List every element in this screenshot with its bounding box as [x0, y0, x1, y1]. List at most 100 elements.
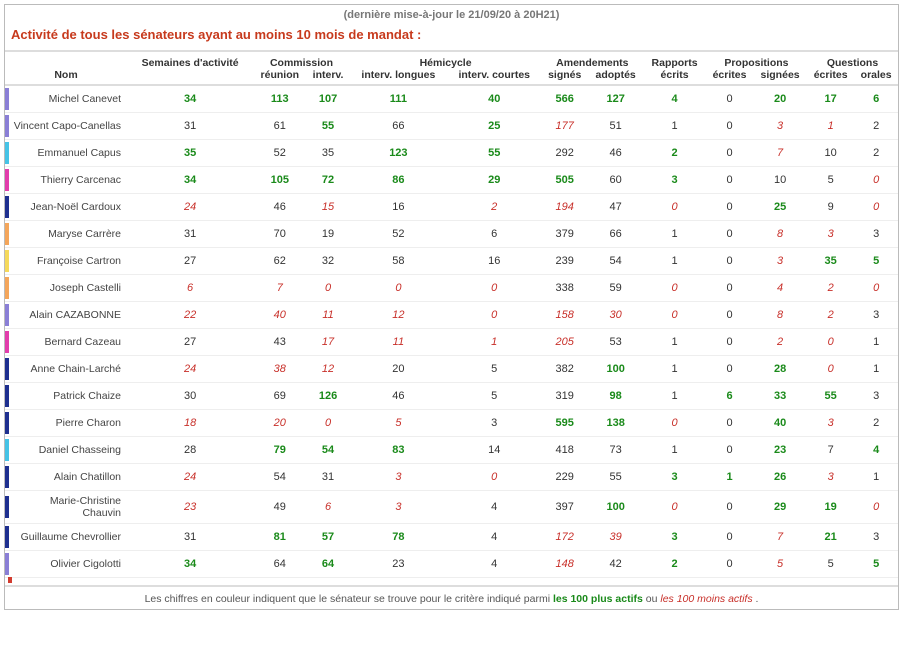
data-cell: 19	[306, 221, 349, 248]
data-cell: 1	[706, 464, 753, 491]
data-cell: 43	[253, 329, 306, 356]
data-cell: 20	[253, 410, 306, 437]
table-row: Bernard Cazeau2743171112055310201	[5, 329, 898, 356]
data-cell: 113	[253, 85, 306, 113]
data-cell: 6	[706, 383, 753, 410]
data-cell: 10	[753, 167, 807, 194]
senator-name: Pierre Charon	[9, 410, 127, 437]
col-semaines: Semaines d'activité	[127, 54, 253, 69]
data-cell: 35	[306, 140, 349, 167]
data-cell: 27	[127, 329, 253, 356]
data-cell: 1	[643, 113, 706, 140]
data-cell: 55	[588, 464, 643, 491]
data-cell: 39	[588, 524, 643, 551]
table-row: Anne Chain-Larché243812205382100102801	[5, 356, 898, 383]
data-cell: 29	[447, 167, 541, 194]
col-q-orales: orales	[854, 69, 898, 85]
data-cell: 0	[706, 437, 753, 464]
data-cell: 3	[447, 410, 541, 437]
senator-name: Michel Canevet	[9, 85, 127, 113]
table-body: Michel Canevet34113107111405661274020176…	[5, 85, 898, 578]
senator-name: Marie-Christine Chauvin	[9, 491, 127, 524]
data-cell: 57	[306, 524, 349, 551]
senator-name: Guillaume Chevrollier	[9, 524, 127, 551]
data-cell: 2	[807, 275, 854, 302]
data-cell: 338	[541, 275, 588, 302]
data-cell: 28	[753, 356, 807, 383]
data-cell: 54	[306, 437, 349, 464]
table-container: Nom Semaines d'activité Commission Hémic…	[5, 50, 898, 587]
data-cell: 3	[350, 464, 447, 491]
senator-name: Alain CAZABONNE	[9, 302, 127, 329]
data-cell: 61	[253, 113, 306, 140]
data-cell: 86	[350, 167, 447, 194]
data-cell: 35	[127, 140, 253, 167]
data-cell: 3	[753, 113, 807, 140]
data-cell: 14	[447, 437, 541, 464]
data-cell: 100	[588, 491, 643, 524]
data-cell: 379	[541, 221, 588, 248]
data-cell: 126	[306, 383, 349, 410]
data-cell: 34	[127, 167, 253, 194]
data-cell: 0	[706, 248, 753, 275]
col-hemicycle: Hémicycle	[350, 54, 542, 69]
col-propositions: Propositions	[706, 54, 807, 69]
data-cell: 111	[350, 85, 447, 113]
senator-name: Bernard Cazeau	[9, 329, 127, 356]
data-cell: 2	[854, 113, 898, 140]
data-cell: 62	[253, 248, 306, 275]
data-cell: 52	[350, 221, 447, 248]
data-cell: 34	[127, 551, 253, 578]
data-cell: 4	[643, 85, 706, 113]
table-row: Michel Canevet34113107111405661274020176	[5, 85, 898, 113]
table-row: Marie-Christine Chauvin23496343971000029…	[5, 491, 898, 524]
data-cell: 31	[127, 524, 253, 551]
data-cell: 0	[706, 302, 753, 329]
data-cell: 31	[127, 221, 253, 248]
data-cell: 0	[807, 329, 854, 356]
last-update: (dernière mise-à-jour le 21/09/20 à 20H2…	[5, 5, 898, 27]
data-cell: 3	[854, 524, 898, 551]
senator-name: Joseph Castelli	[9, 275, 127, 302]
senator-name: Françoise Cartron	[9, 248, 127, 275]
data-cell: 60	[588, 167, 643, 194]
data-cell: 23	[350, 551, 447, 578]
data-cell: 46	[350, 383, 447, 410]
data-cell: 5	[753, 551, 807, 578]
data-cell: 24	[127, 356, 253, 383]
data-cell: 21	[807, 524, 854, 551]
data-cell: 16	[350, 194, 447, 221]
data-cell: 0	[706, 275, 753, 302]
data-cell: 5	[350, 410, 447, 437]
data-cell: 55	[447, 140, 541, 167]
data-cell: 4	[447, 551, 541, 578]
col-semaines-sub	[127, 69, 253, 85]
legend-mid: ou	[646, 593, 661, 605]
table-row: Pierre Charon1820053595138004032	[5, 410, 898, 437]
data-cell: 5	[854, 248, 898, 275]
data-cell: 51	[588, 113, 643, 140]
data-cell: 5	[854, 551, 898, 578]
data-cell: 17	[807, 85, 854, 113]
col-prop-ecrites: écrites	[706, 69, 753, 85]
data-cell: 20	[350, 356, 447, 383]
data-cell: 18	[127, 410, 253, 437]
data-cell: 19	[807, 491, 854, 524]
data-cell: 2	[854, 410, 898, 437]
data-cell: 0	[706, 551, 753, 578]
table-row: Guillaume Chevrollier3181577841723930721…	[5, 524, 898, 551]
data-cell: 0	[706, 113, 753, 140]
data-cell: 1	[643, 329, 706, 356]
col-rapports: Rapports	[643, 54, 706, 69]
legend-hi: les 100 plus actifs	[553, 593, 643, 605]
data-cell: 46	[588, 140, 643, 167]
data-cell: 138	[588, 410, 643, 437]
data-cell: 4	[753, 275, 807, 302]
legend: Les chiffres en couleur indiquent que le…	[5, 587, 898, 609]
data-cell: 3	[643, 167, 706, 194]
data-cell: 0	[706, 221, 753, 248]
data-cell: 566	[541, 85, 588, 113]
data-cell: 7	[807, 437, 854, 464]
data-cell: 148	[541, 551, 588, 578]
data-cell: 0	[350, 275, 447, 302]
